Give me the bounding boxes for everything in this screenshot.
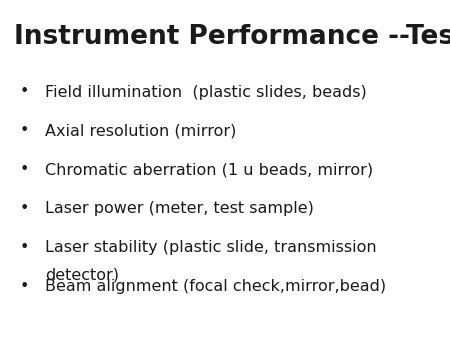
Text: Laser power (meter, test sample): Laser power (meter, test sample) <box>45 201 314 216</box>
Text: Laser stability (plastic slide, transmission: Laser stability (plastic slide, transmis… <box>45 240 377 255</box>
Text: •: • <box>20 279 29 294</box>
Text: Instrument Performance --Tests: Instrument Performance --Tests <box>14 24 450 50</box>
Text: •: • <box>20 201 29 216</box>
Text: •: • <box>20 162 29 177</box>
Text: detector): detector) <box>45 268 119 283</box>
Text: Field illumination  (plastic slides, beads): Field illumination (plastic slides, bead… <box>45 84 367 99</box>
Text: •: • <box>20 84 29 99</box>
Text: •: • <box>20 123 29 138</box>
Text: Chromatic aberration (1 u beads, mirror): Chromatic aberration (1 u beads, mirror) <box>45 162 373 177</box>
Text: Beam alignment (focal check,mirror,bead): Beam alignment (focal check,mirror,bead) <box>45 279 386 294</box>
Text: Axial resolution (mirror): Axial resolution (mirror) <box>45 123 236 138</box>
Text: •: • <box>20 240 29 255</box>
